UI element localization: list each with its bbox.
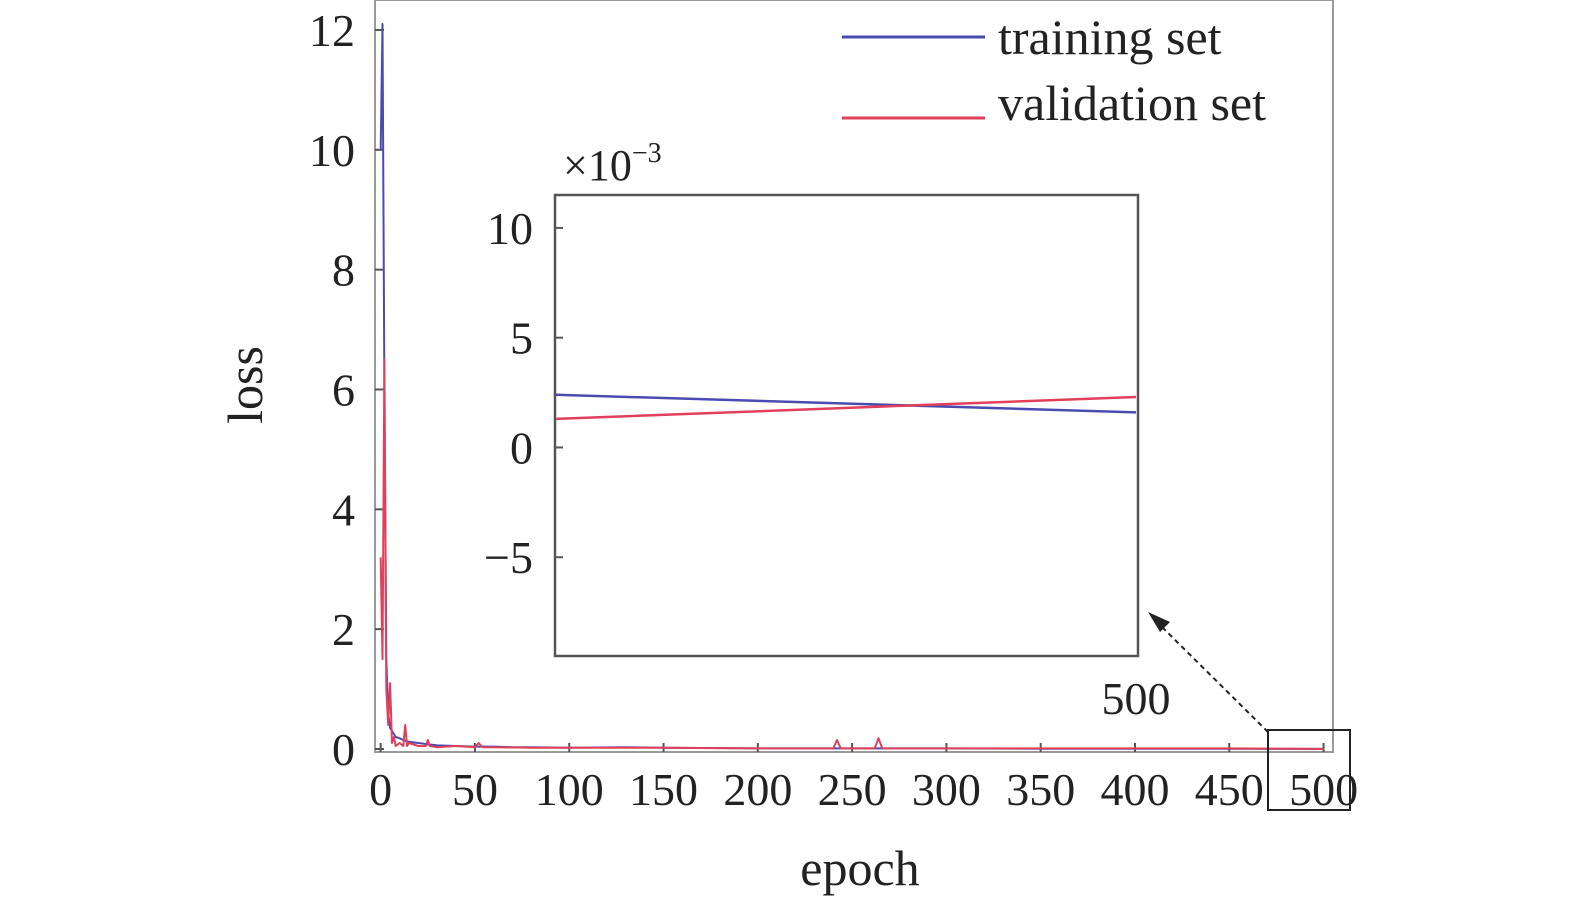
y-tick-label: 12 [309, 5, 355, 56]
x-tick-label: 0 [369, 764, 392, 815]
series-lines [379, 23, 1324, 750]
inset-y-tick-label: 0 [510, 422, 533, 473]
y-tick-label: 4 [332, 484, 355, 535]
y-tick-label: 0 [332, 724, 355, 775]
inset-series-line-training [555, 393, 1137, 414]
inset-zoom: ×10−3 10 5 0 −5 500 [484, 138, 1170, 724]
x-axis-label: epoch [800, 840, 919, 896]
y-axis-label: loss [217, 346, 273, 424]
x-tick-label: 300 [912, 764, 981, 815]
plot-area [374, 0, 1334, 753]
zoom-arrow-head [1148, 612, 1170, 632]
inset-plot-area [553, 193, 1140, 658]
inset-x-tick-label: 500 [1102, 673, 1171, 724]
x-tick-label: 100 [535, 764, 604, 815]
series-line-validation [379, 358, 1324, 750]
x-axis-ticks: 0 50 100 150 200 250 300 350 400 450 500 [369, 743, 1358, 815]
y-axis-ticks: 0 2 4 6 8 10 12 [309, 5, 384, 775]
x-tick-label: 200 [723, 764, 792, 815]
y-tick-label: 10 [309, 125, 355, 176]
inset-series-lines [555, 393, 1137, 421]
inset-multiplier: ×10−3 [563, 138, 662, 190]
zoom-arrow [1159, 624, 1269, 733]
inset-series-line-validation [555, 395, 1137, 421]
x-tick-label: 50 [452, 764, 498, 815]
x-tick-label: 350 [1006, 764, 1075, 815]
x-tick-label: 250 [818, 764, 887, 815]
x-tick-label: 500 [1289, 764, 1358, 815]
inset-y-axis-ticks: 10 5 0 −5 [484, 203, 563, 583]
inset-y-tick-label: 10 [487, 203, 533, 254]
x-tick-label: 450 [1195, 764, 1264, 815]
zoom-region-box [1267, 729, 1351, 811]
inset-y-tick-label: −5 [484, 532, 533, 583]
legend-label-validation: validation set [998, 75, 1266, 131]
y-tick-label: 6 [332, 364, 355, 415]
y-tick-label: 2 [332, 604, 355, 655]
x-tick-label: 150 [629, 764, 698, 815]
x-tick-label: 400 [1100, 764, 1169, 815]
inset-y-tick-label: 5 [510, 313, 533, 364]
y-tick-label: 8 [332, 245, 355, 296]
legend-label-training: training set [998, 9, 1222, 65]
legend: training set validation set [842, 9, 1266, 131]
